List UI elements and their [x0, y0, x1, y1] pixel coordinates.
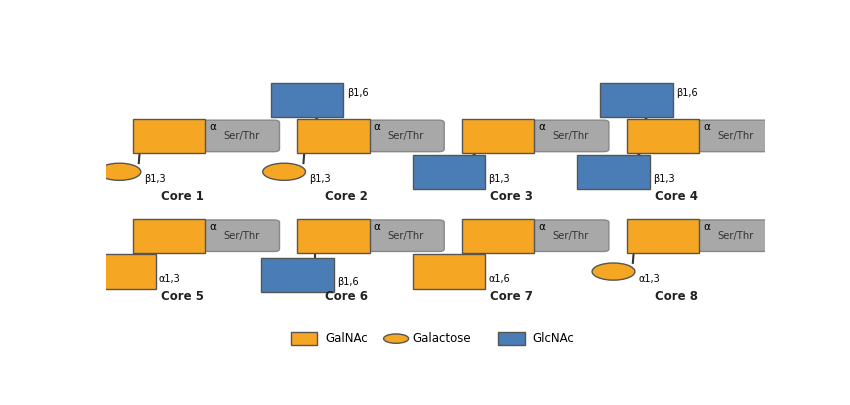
FancyBboxPatch shape: [412, 254, 485, 289]
Text: α: α: [538, 122, 545, 132]
Text: Ser/Thr: Ser/Thr: [388, 231, 424, 241]
Text: α: α: [209, 122, 216, 132]
Text: α: α: [703, 222, 710, 232]
Text: Core 1: Core 1: [161, 190, 203, 203]
Text: β1,3: β1,3: [144, 174, 166, 184]
FancyBboxPatch shape: [532, 220, 609, 252]
Text: Galactose: Galactose: [412, 332, 471, 345]
FancyBboxPatch shape: [291, 333, 317, 345]
Text: GalNAc: GalNAc: [325, 332, 367, 345]
FancyBboxPatch shape: [412, 155, 485, 189]
FancyBboxPatch shape: [83, 254, 156, 289]
Text: Ser/Thr: Ser/Thr: [717, 131, 754, 141]
FancyBboxPatch shape: [626, 219, 699, 253]
Text: Core 6: Core 6: [326, 290, 368, 303]
FancyBboxPatch shape: [577, 155, 649, 189]
Text: β1,6: β1,6: [676, 89, 698, 98]
Text: α: α: [703, 122, 710, 132]
Text: Core 8: Core 8: [654, 290, 698, 303]
FancyBboxPatch shape: [368, 220, 445, 252]
FancyBboxPatch shape: [203, 220, 280, 252]
Text: Ser/Thr: Ser/Thr: [552, 231, 589, 241]
Text: GlcNAc: GlcNAc: [532, 332, 575, 345]
Text: Ser/Thr: Ser/Thr: [717, 231, 754, 241]
FancyBboxPatch shape: [203, 120, 280, 151]
Text: β1,6: β1,6: [337, 277, 359, 287]
FancyBboxPatch shape: [133, 219, 205, 253]
FancyBboxPatch shape: [600, 83, 672, 117]
Text: α1,3: α1,3: [159, 274, 181, 284]
FancyBboxPatch shape: [261, 258, 333, 292]
Text: α: α: [374, 222, 381, 232]
Text: α: α: [374, 122, 381, 132]
FancyBboxPatch shape: [697, 220, 774, 252]
Text: Ser/Thr: Ser/Thr: [223, 131, 259, 141]
Text: Ser/Thr: Ser/Thr: [388, 131, 424, 141]
Text: α1,6: α1,6: [488, 274, 510, 284]
Text: β1,6: β1,6: [347, 89, 368, 98]
FancyBboxPatch shape: [626, 119, 699, 153]
FancyBboxPatch shape: [298, 219, 370, 253]
Ellipse shape: [592, 263, 635, 280]
FancyBboxPatch shape: [498, 333, 524, 345]
Text: Ser/Thr: Ser/Thr: [223, 231, 259, 241]
FancyBboxPatch shape: [368, 120, 445, 151]
FancyBboxPatch shape: [697, 120, 774, 151]
Text: α: α: [209, 222, 216, 232]
Text: Core 7: Core 7: [490, 290, 533, 303]
Text: Ser/Thr: Ser/Thr: [552, 131, 589, 141]
Text: β1,3: β1,3: [653, 174, 675, 184]
FancyBboxPatch shape: [532, 120, 609, 151]
Text: Core 5: Core 5: [161, 290, 203, 303]
Text: β1,3: β1,3: [488, 174, 510, 184]
FancyBboxPatch shape: [462, 219, 535, 253]
Text: Core 3: Core 3: [490, 190, 533, 203]
FancyBboxPatch shape: [271, 83, 343, 117]
Text: α: α: [538, 222, 545, 232]
FancyBboxPatch shape: [462, 119, 535, 153]
Ellipse shape: [98, 163, 141, 180]
Text: Core 2: Core 2: [326, 190, 368, 203]
FancyBboxPatch shape: [298, 119, 370, 153]
Ellipse shape: [383, 334, 409, 343]
Text: α1,3: α1,3: [638, 274, 660, 284]
Ellipse shape: [263, 163, 305, 180]
Text: Core 4: Core 4: [654, 190, 698, 203]
FancyBboxPatch shape: [133, 119, 205, 153]
Text: β1,3: β1,3: [309, 174, 331, 184]
